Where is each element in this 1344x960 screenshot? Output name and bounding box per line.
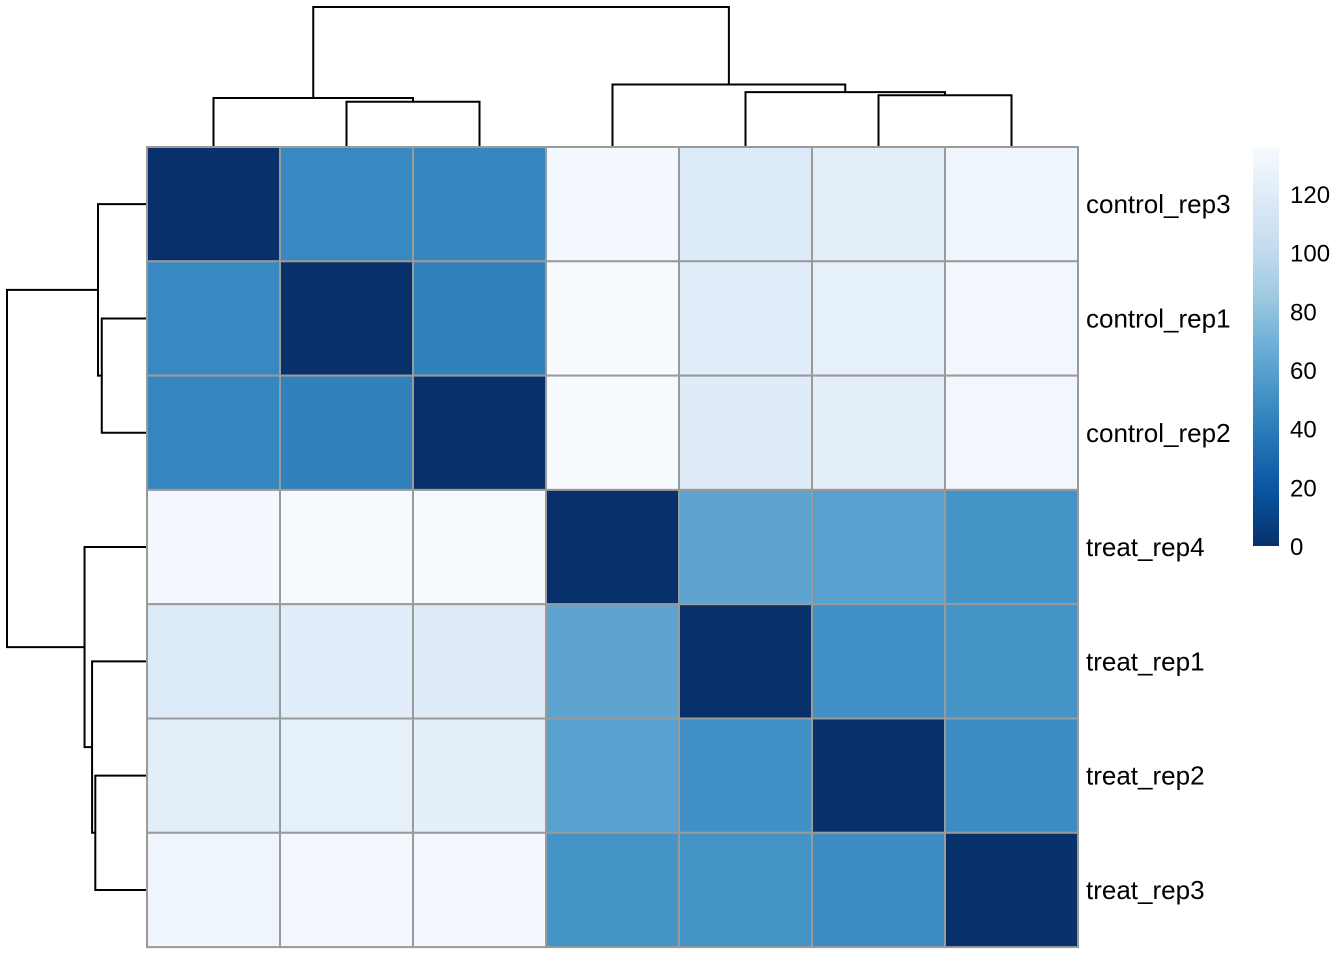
heatmap-cell xyxy=(811,717,946,834)
colorbar-tick-label: 60 xyxy=(1290,358,1317,385)
dendrogram-link xyxy=(94,774,147,891)
heatmap-cell xyxy=(944,146,1079,263)
heatmap-cell xyxy=(146,146,281,263)
heatmap-cell xyxy=(279,831,414,949)
heatmap-cell xyxy=(944,831,1079,949)
heatmap-cell xyxy=(811,146,946,263)
dendrogram-link xyxy=(212,97,414,147)
heatmap-cell xyxy=(678,488,813,606)
heatmap-cell xyxy=(279,717,414,834)
heatmap-cell xyxy=(811,603,946,720)
heatmap-cell xyxy=(412,374,547,491)
colorbar-tick-label: 120 xyxy=(1290,182,1330,209)
colorbar-tick-label: 80 xyxy=(1290,299,1317,326)
colorbar-tick-label: 40 xyxy=(1290,417,1317,444)
row-label: treat_rep3 xyxy=(1086,875,1205,905)
heatmap-cell xyxy=(545,603,680,720)
row-label: treat_rep2 xyxy=(1086,761,1205,791)
dendrogram-link xyxy=(91,660,147,834)
row-label: control_rep3 xyxy=(1086,189,1231,219)
row-label: treat_rep4 xyxy=(1086,532,1205,562)
heatmap-cell xyxy=(279,488,414,606)
row-dendrogram xyxy=(6,203,147,891)
colorbar-tick-label: 20 xyxy=(1290,475,1317,502)
dendrogram-link xyxy=(312,6,730,98)
heatmap-cell xyxy=(412,603,547,720)
row-label: control_rep1 xyxy=(1086,303,1231,333)
heatmap-cell xyxy=(412,488,547,606)
heatmap-cell xyxy=(678,603,813,720)
heatmap-cell xyxy=(545,146,680,263)
heatmap-cell xyxy=(146,603,281,720)
heatmap-cell xyxy=(146,260,281,377)
heatmap-cell xyxy=(811,831,946,949)
heatmap-cell xyxy=(944,374,1079,491)
heatmap-cell xyxy=(545,717,680,834)
heatmap-cell xyxy=(279,260,414,377)
heatmap-cell xyxy=(944,603,1079,720)
heatmap-cell xyxy=(545,831,680,949)
heatmap-cell xyxy=(279,146,414,263)
heatmap-cell xyxy=(545,488,680,606)
heatmap-cell xyxy=(944,260,1079,377)
heatmap-cell xyxy=(678,260,813,377)
heatmap-cell xyxy=(811,260,946,377)
heatmap-cell xyxy=(412,146,547,263)
heatmap-cells xyxy=(146,146,1079,949)
column-dendrogram xyxy=(212,6,1013,147)
colorbar-legend: 0 20 40 60 80 100 120 xyxy=(1253,147,1330,561)
dendrogram-link xyxy=(100,317,147,434)
dendrogram-link xyxy=(83,546,147,749)
heatmap-cell xyxy=(146,374,281,491)
heatmap-cell xyxy=(944,717,1079,834)
colorbar-tick-label: 0 xyxy=(1290,534,1303,561)
heatmap-cell xyxy=(412,260,547,377)
heatmap-cell xyxy=(146,488,281,606)
heatmap-cell xyxy=(678,374,813,491)
heatmap-cell xyxy=(146,717,281,834)
row-label: treat_rep1 xyxy=(1086,646,1205,676)
heatmap-cell xyxy=(944,488,1079,606)
heatmap-cell xyxy=(811,488,946,606)
heatmap-cell xyxy=(279,374,414,491)
row-label: control_rep2 xyxy=(1086,418,1231,448)
heatmap-cell xyxy=(545,260,680,377)
dendrogram-link xyxy=(97,203,147,377)
heatmap-cell xyxy=(412,717,547,834)
heatmap-cell xyxy=(146,831,281,949)
dendrogram-link xyxy=(744,91,946,147)
heatmap-cell xyxy=(279,603,414,720)
colorbar-tick-label: 100 xyxy=(1290,241,1330,268)
dendrogram-link xyxy=(345,100,481,147)
heatmap-cell xyxy=(678,146,813,263)
heatmap-cell xyxy=(678,831,813,949)
heatmap-cell xyxy=(678,717,813,834)
heatmap-cell xyxy=(545,374,680,491)
row-labels: control_rep3 control_rep1 control_rep2trea… xyxy=(1086,189,1231,905)
colorbar xyxy=(1253,147,1279,546)
dendrogram-link xyxy=(877,94,1013,147)
heatmap-cell xyxy=(811,374,946,491)
dendrogram-link xyxy=(6,288,98,649)
heatmap-cell xyxy=(412,831,547,949)
dendrogram-link xyxy=(611,83,847,147)
